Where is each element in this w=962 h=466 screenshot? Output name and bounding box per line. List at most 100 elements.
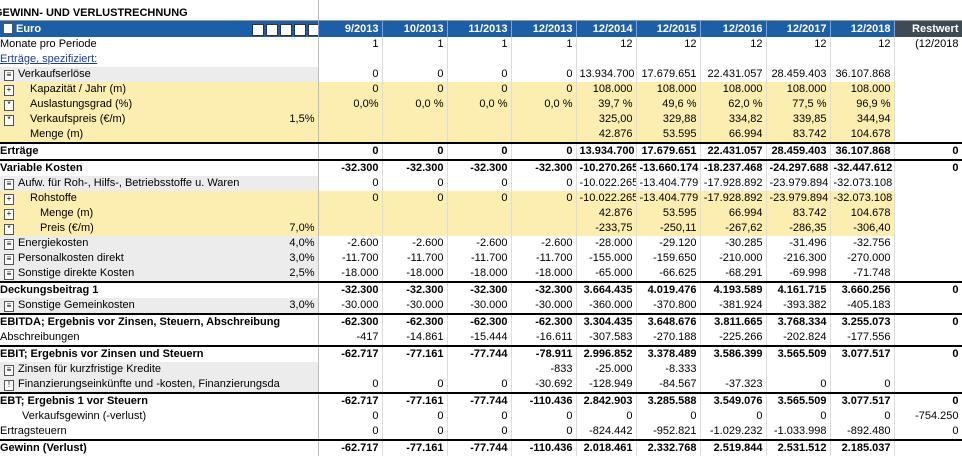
value-cell	[894, 97, 962, 112]
tool-button[interactable]	[280, 24, 292, 37]
header-row: Euro 9/2013 10/2013 11/2013 12/2013 12/2014 12…	[0, 21, 962, 37]
value-cell: 0	[894, 392, 962, 409]
value-cell: -62.300	[318, 313, 383, 330]
value-cell: 36.107.868	[830, 67, 895, 82]
value-cell: 0	[447, 409, 512, 424]
value-cell	[700, 52, 767, 67]
row-label: EBITDA; Ergebnis vor Zinsen, Steuern, Ab…	[0, 316, 280, 328]
value-cell	[830, 362, 895, 377]
value-cell: -307.583	[576, 330, 637, 346]
value-cell: -77.744	[447, 392, 512, 409]
value-cell: -30.000	[447, 298, 512, 314]
row: Monate pro Periode 1 1 1 1 12 12 12 12 12 (12/2018	[0, 37, 962, 52]
value-cell: -2.600	[382, 236, 448, 251]
value-cell: 1	[511, 37, 577, 52]
value-cell: 0	[318, 409, 383, 424]
tool-button[interactable]	[308, 24, 317, 37]
value-cell: 1	[447, 37, 512, 52]
row-percent	[280, 409, 319, 424]
value-cell: -30.285	[700, 236, 767, 251]
row-percent: 7,0%	[280, 221, 319, 236]
value-cell: 104.678	[830, 206, 895, 221]
value-cell: 0	[511, 142, 577, 160]
row: + Kapazität / Jahr (m) 0 0 0 0 108.000 108.000 1…	[0, 82, 962, 97]
row: + Menge (m) 42.876 53.595 66.994 83.742 104.67…	[0, 206, 962, 221]
value-cell	[447, 206, 512, 221]
value-cell: -13.660.174	[636, 159, 701, 176]
row-percent	[280, 281, 319, 298]
row: * Auslastungsgrad (%) 0,0% 0,0 % 0,0 % 0,0 % 3…	[0, 97, 962, 112]
value-cell: -32.300	[318, 281, 383, 298]
row-icon: *	[4, 100, 14, 111]
value-cell: 4.193.589	[700, 281, 767, 298]
row: EBT; Ergebnis 1 vor Steuern -62.717 -77.16…	[0, 392, 962, 409]
column-header: 12/2013	[511, 21, 577, 37]
row-percent	[280, 176, 319, 191]
value-cell	[382, 206, 448, 221]
value-cell: -28.000	[576, 236, 637, 251]
row-label: Sonstige direkte Kosten	[18, 267, 135, 279]
row-icon: ≡	[4, 365, 14, 376]
value-cell: 2.332.768	[636, 439, 701, 456]
value-cell: 2.519.844	[700, 439, 767, 456]
value-cell	[766, 52, 831, 67]
row-label-cell: EBT; Ergebnis 1 vor Steuern	[0, 392, 280, 409]
value-cell: 329,88	[636, 112, 701, 127]
row-label: Menge (m)	[30, 128, 84, 140]
value-cell	[318, 206, 383, 221]
table: Euro 9/2013 10/2013 11/2013 12/2013 12/2014 12…	[0, 21, 962, 456]
value-cell: -159.650	[636, 251, 701, 266]
value-cell: -32.447.612	[830, 159, 895, 176]
value-cell: 0	[447, 377, 512, 393]
value-cell: 108.000	[700, 82, 767, 97]
value-cell: 0	[382, 424, 448, 440]
value-cell	[894, 362, 962, 377]
value-cell: 12	[700, 37, 767, 52]
tool-button[interactable]	[294, 24, 306, 37]
value-cell	[447, 112, 512, 127]
row: * Preis (€/m) 7,0% -233,75 -250,11 -267,62 -28…	[0, 221, 962, 236]
row-percent	[280, 439, 319, 456]
value-cell: 0	[447, 424, 512, 440]
row-label: Monate pro Periode	[0, 38, 97, 50]
value-cell: -69.998	[766, 266, 831, 282]
value-cell: -30.692	[511, 377, 577, 393]
tool-button[interactable]	[252, 24, 264, 37]
row-label-cell: * Preis (€/m)	[0, 221, 280, 236]
value-cell: 2.531.512	[766, 439, 831, 456]
table-body: Euro 9/2013 10/2013 11/2013 12/2013 12/2014 12…	[0, 21, 962, 456]
tool-button[interactable]	[266, 24, 278, 37]
row-icon: *	[4, 115, 14, 126]
value-cell: 62,0 %	[700, 97, 767, 112]
row: + Rohstoffe 0 0 0 0 -10.022.265 -13.404.779 -17.…	[0, 191, 962, 206]
row: ! Finanzierungseinkünfte und -kosten, Fin…	[0, 377, 962, 393]
row-label-cell: EBIT; Ergebnis vor Zinsen und Steuern	[0, 345, 280, 362]
value-cell: 108.000	[636, 82, 701, 97]
value-cell: 3.648.676	[636, 313, 701, 330]
row-percent	[280, 142, 319, 160]
value-cell: 77,5 %	[766, 97, 831, 112]
value-cell: 3.660.256	[830, 281, 895, 298]
icon	[3, 23, 13, 35]
column-header: 12/2016	[700, 21, 767, 37]
value-cell: -11.700	[511, 251, 577, 266]
value-cell: 28.459.403	[766, 67, 831, 82]
value-cell: 0	[766, 377, 831, 393]
value-cell: -84.567	[636, 377, 701, 393]
row-label-cell: Erträge, spezifiziert:	[0, 52, 280, 67]
value-cell: 3.255.073	[830, 313, 895, 330]
value-cell: 4.161.715	[766, 281, 831, 298]
value-cell: 4.019.476	[636, 281, 701, 298]
value-cell: 96,9 %	[830, 97, 895, 112]
value-cell: 108.000	[766, 82, 831, 97]
value-cell: 12	[830, 37, 895, 52]
row-label-cell: ≡ Zinsen für kurzfristige Kredite	[0, 362, 280, 377]
row-label-cell: ≡ Energiekosten	[0, 236, 280, 251]
row-label-cell: ≡ Aufw. für Roh-, Hilfs-, Betriebsstoffe …	[0, 176, 280, 191]
value-cell	[894, 67, 962, 82]
value-cell: -18.237.468	[700, 159, 767, 176]
value-cell	[894, 112, 962, 127]
row-label-cell: ≡ Sonstige Gemeinkosten	[0, 298, 280, 314]
value-cell	[894, 266, 962, 282]
row-percent	[280, 392, 319, 409]
